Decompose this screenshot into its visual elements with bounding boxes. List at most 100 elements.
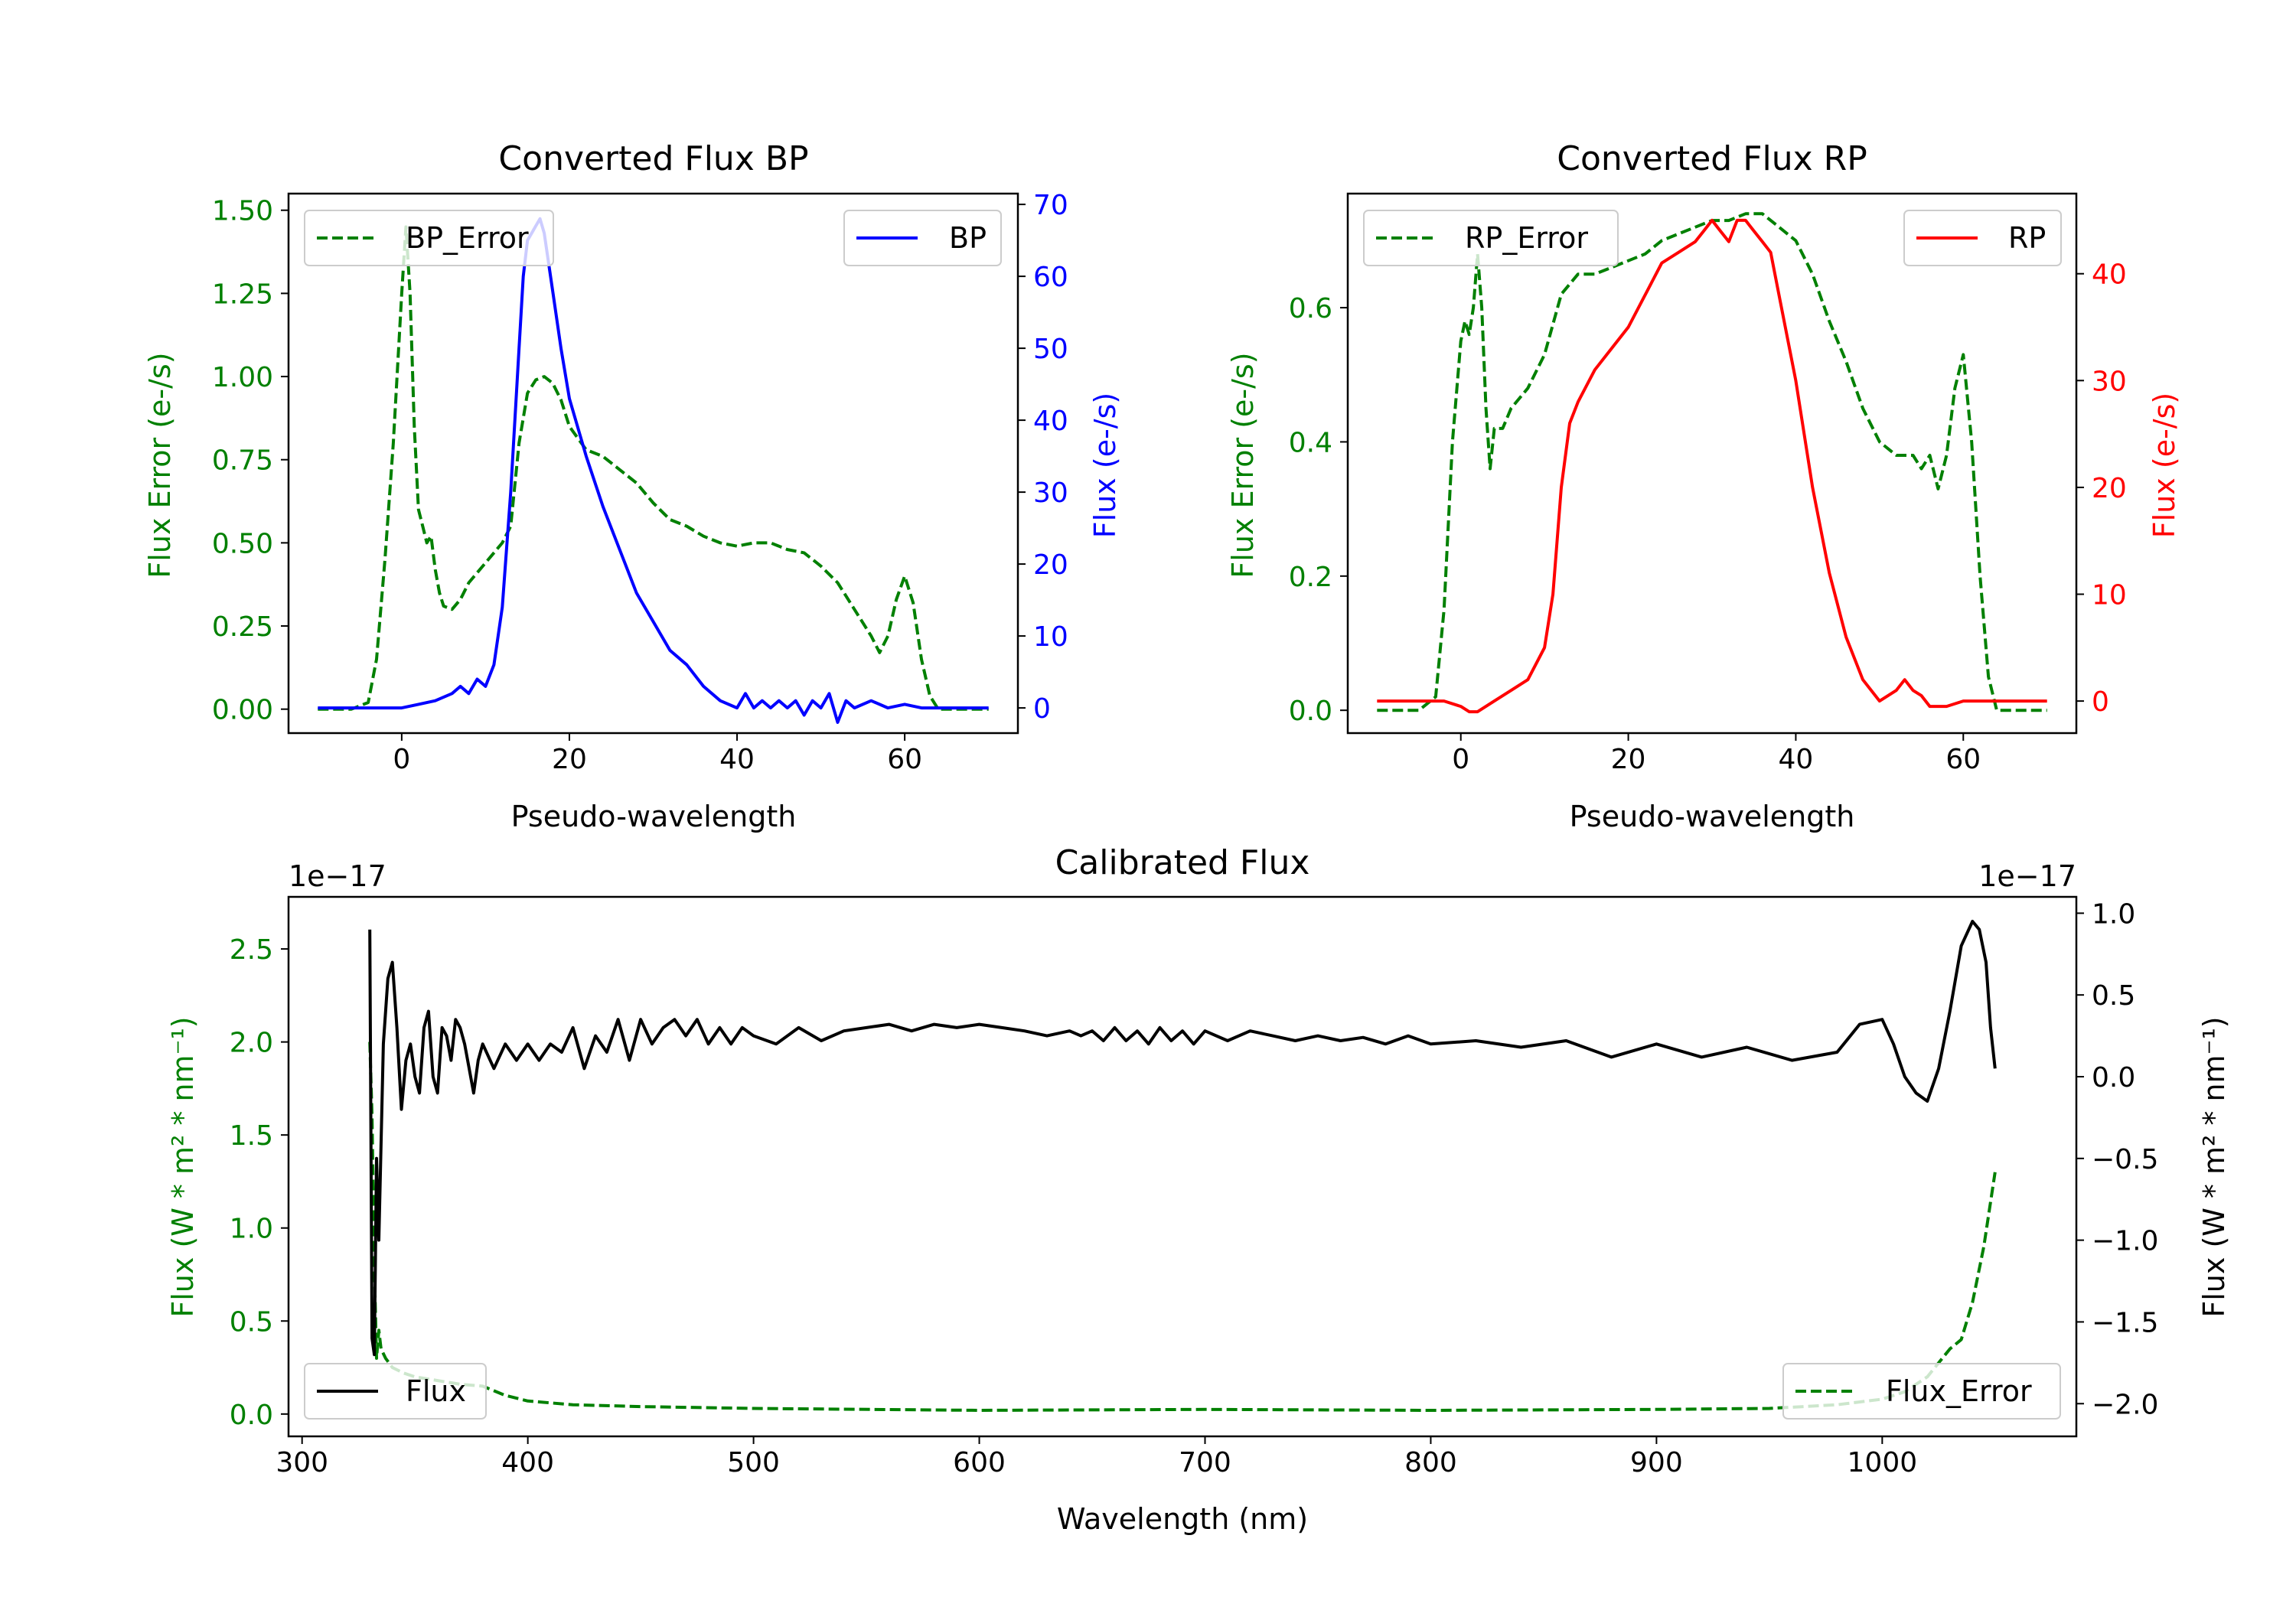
bp-y-left-tick-label: 1.50 bbox=[212, 196, 273, 227]
bp-legend-left: BP_Error bbox=[304, 210, 554, 266]
rp-y-right-tick-label: 30 bbox=[2092, 366, 2127, 397]
rp-y-left-label: Flux Error (e-/s) bbox=[1226, 352, 1260, 578]
cal-x-tick-label: 700 bbox=[1179, 1447, 1231, 1478]
cal-y-right-tick-label: 0.5 bbox=[2092, 980, 2135, 1012]
bp-series-flux bbox=[318, 217, 989, 724]
cal-y-right-tick-label: −1.0 bbox=[2092, 1226, 2158, 1257]
bp-line-bp bbox=[318, 217, 989, 724]
cal-x-tick-label: 300 bbox=[276, 1447, 328, 1478]
cal-y-right-tick-label: 1.0 bbox=[2092, 898, 2135, 930]
bp-y-left-tick-label: 0.25 bbox=[212, 611, 273, 643]
cal-x-ticks: 300 400 500 600 700 800 900 1000 bbox=[276, 1436, 1917, 1478]
cal-x-tick-label: 600 bbox=[953, 1447, 1006, 1478]
rp-x-tick-label: 60 bbox=[1945, 744, 1981, 775]
cal-y-right-tick-label: −2.0 bbox=[2092, 1389, 2158, 1420]
cal-legend-right-label: Flux_Error bbox=[1886, 1374, 2032, 1408]
cal-legend-left: Flux bbox=[304, 1363, 487, 1420]
rp-series-error bbox=[1377, 212, 2047, 712]
cal-x-tick-label: 900 bbox=[1630, 1447, 1683, 1478]
rp-legend-right: RP bbox=[1903, 210, 2062, 266]
bp-legend-right-label: BP bbox=[949, 221, 987, 255]
cal-y-left-tick-label: 1.5 bbox=[230, 1120, 273, 1152]
cal-legend-right-box bbox=[1782, 1363, 2061, 1420]
bp-series-error bbox=[318, 225, 989, 711]
rp-x-tick-label: 20 bbox=[1611, 744, 1646, 775]
cal-x-tick-label: 400 bbox=[501, 1447, 554, 1478]
cal-title: Calibrated Flux bbox=[1055, 843, 1310, 882]
cal-y-left-ticks: 0.0 0.5 1.0 1.5 2.0 2.5 bbox=[230, 934, 289, 1431]
bp-legend-left-box bbox=[304, 210, 554, 266]
rp-legend-left-label: RP_Error bbox=[1465, 221, 1588, 255]
bp-title: Converted Flux BP bbox=[498, 139, 808, 178]
bp-x-tick-label: 60 bbox=[887, 744, 922, 775]
bp-y-right-tick-label: 10 bbox=[1033, 621, 1068, 653]
cal-legend-right: Flux_Error bbox=[1782, 1363, 2061, 1420]
rp-y-right-tick-label: 20 bbox=[2092, 473, 2127, 504]
bp-y-left-tick-label: 1.25 bbox=[212, 279, 273, 310]
rp-series-flux bbox=[1377, 218, 2047, 714]
rp-y-left-ticks: 0.0 0.2 0.4 0.6 bbox=[1289, 293, 1348, 727]
bp-y-left-ticks: 0.00 0.25 0.50 0.75 1.00 1.25 1.50 bbox=[212, 196, 289, 726]
rp-line-rp bbox=[1377, 218, 2047, 714]
rp-y-right-tick-label: 0 bbox=[2092, 686, 2109, 718]
rp-y-right-label: Flux (e-/s) bbox=[2148, 393, 2181, 538]
cal-y-right-tick-label: −0.5 bbox=[2092, 1144, 2158, 1175]
rp-y-right-tick-label: 40 bbox=[2092, 259, 2127, 291]
rp-legend-right-label: RP bbox=[2008, 221, 2046, 255]
bp-y-left-tick-label: 0.00 bbox=[212, 695, 273, 726]
cal-y-left-tick-label: 0.5 bbox=[230, 1306, 273, 1338]
cal-legend-left-label: Flux bbox=[406, 1374, 466, 1408]
bp-y-right-tick-label: 20 bbox=[1033, 549, 1068, 581]
rp-legend-right-box bbox=[1903, 210, 2062, 266]
cal-x-label: Wavelength (nm) bbox=[1057, 1502, 1308, 1536]
bp-y-right-tick-label: 50 bbox=[1033, 334, 1068, 365]
rp-plot-frame bbox=[1346, 192, 2078, 735]
bp-y-right-ticks: 0 10 20 30 40 50 60 70 bbox=[1018, 190, 1068, 725]
bp-line-bp-error bbox=[318, 225, 989, 711]
bp-x-tick-label: 40 bbox=[719, 744, 755, 775]
cal-plot-frame bbox=[287, 895, 2078, 1438]
bp-plot-frame bbox=[287, 192, 1019, 735]
rp-x-tick-label: 40 bbox=[1779, 744, 1814, 775]
bp-legend-right-box bbox=[843, 210, 1002, 266]
cal-series-flux bbox=[368, 920, 1997, 1357]
panel-calibrated: Calibrated Flux 1e−17 1e−17 Wavelength (… bbox=[166, 843, 2231, 1536]
bp-legend-right: BP bbox=[843, 210, 1002, 266]
bp-y-left-tick-label: 1.00 bbox=[212, 362, 273, 393]
cal-y-right-label: Flux (W * m² * nm⁻¹) bbox=[2197, 1016, 2231, 1317]
cal-y-left-tick-label: 0.0 bbox=[230, 1400, 273, 1431]
cal-series-error bbox=[368, 1041, 1997, 1412]
cal-y-right-ticks: −2.0 −1.5 −1.0 −0.5 0.0 0.5 1.0 bbox=[2076, 898, 2158, 1420]
cal-line-flux bbox=[368, 920, 1997, 1357]
cal-y-left-label: Flux (W * m² * nm⁻¹) bbox=[166, 1016, 200, 1317]
cal-x-tick-label: 800 bbox=[1404, 1447, 1457, 1478]
rp-y-right-tick-label: 10 bbox=[2092, 580, 2127, 611]
bp-y-right-tick-label: 30 bbox=[1033, 478, 1068, 509]
bp-y-right-tick-label: 70 bbox=[1033, 190, 1068, 221]
cal-y-left-tick-label: 1.0 bbox=[230, 1214, 273, 1245]
bp-x-tick-label: 0 bbox=[393, 744, 410, 775]
cal-y-right-tick-label: −1.5 bbox=[2092, 1307, 2158, 1338]
bp-x-ticks: 0 20 40 60 bbox=[393, 733, 922, 775]
bp-legend-left-label: BP_Error bbox=[406, 221, 529, 255]
bp-y-left-label: Flux Error (e-/s) bbox=[143, 352, 177, 578]
cal-x-tick-label: 1000 bbox=[1848, 1447, 1918, 1478]
rp-title: Converted Flux RP bbox=[1557, 139, 1867, 178]
cal-y-right-tick-label: 0.0 bbox=[2092, 1062, 2135, 1094]
bp-y-right-label: Flux (e-/s) bbox=[1088, 393, 1122, 538]
cal-y-left-tick-label: 2.5 bbox=[230, 934, 273, 966]
rp-legend-left-box bbox=[1363, 210, 1619, 266]
cal-y-left-tick-label: 2.0 bbox=[230, 1028, 273, 1059]
panel-rp: Converted Flux RP Pseudo-wavelength Flux… bbox=[1226, 139, 2181, 833]
bp-x-tick-label: 20 bbox=[552, 744, 587, 775]
cal-offset-left: 1e−17 bbox=[289, 859, 386, 893]
cal-offset-right: 1e−17 bbox=[1978, 859, 2076, 893]
panel-bp: Converted Flux BP Pseudo-wavelength Flux… bbox=[143, 139, 1122, 833]
rp-y-left-tick-label: 0.6 bbox=[1289, 293, 1332, 324]
rp-y-left-tick-label: 0.4 bbox=[1289, 427, 1332, 458]
cal-legend-left-box bbox=[304, 1363, 487, 1420]
rp-y-right-ticks: 0 10 20 30 40 bbox=[2076, 259, 2127, 718]
cal-line-flux-error bbox=[368, 1041, 1997, 1412]
